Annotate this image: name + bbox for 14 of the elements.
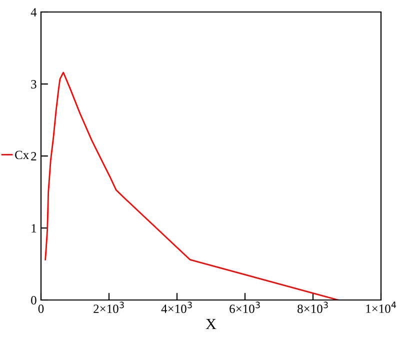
y-tick-label: 3 [31, 80, 36, 88]
x-tick-label: 4×10$^{3}$ [161, 302, 192, 314]
x-axis-title: X [206, 319, 216, 330]
y-tick-label: 2 [31, 152, 36, 160]
x-tick-label: 6×10$^{3}$ [230, 302, 260, 314]
x-tick-label: 0 [38, 304, 44, 313]
line-series [44, 72, 339, 300]
x-tick-label: 1×10$^{4}$ [366, 302, 396, 313]
legend-label: Cx [15, 150, 29, 160]
y-tick-label: 0 [31, 296, 36, 304]
x-tick-label: 2×10$^{3}$ [94, 302, 124, 314]
y-tick-label: 4 [30, 8, 37, 16]
x-tick-label: 8×10$^{3}$ [298, 302, 328, 314]
y-tick-label: 1 [32, 224, 36, 232]
